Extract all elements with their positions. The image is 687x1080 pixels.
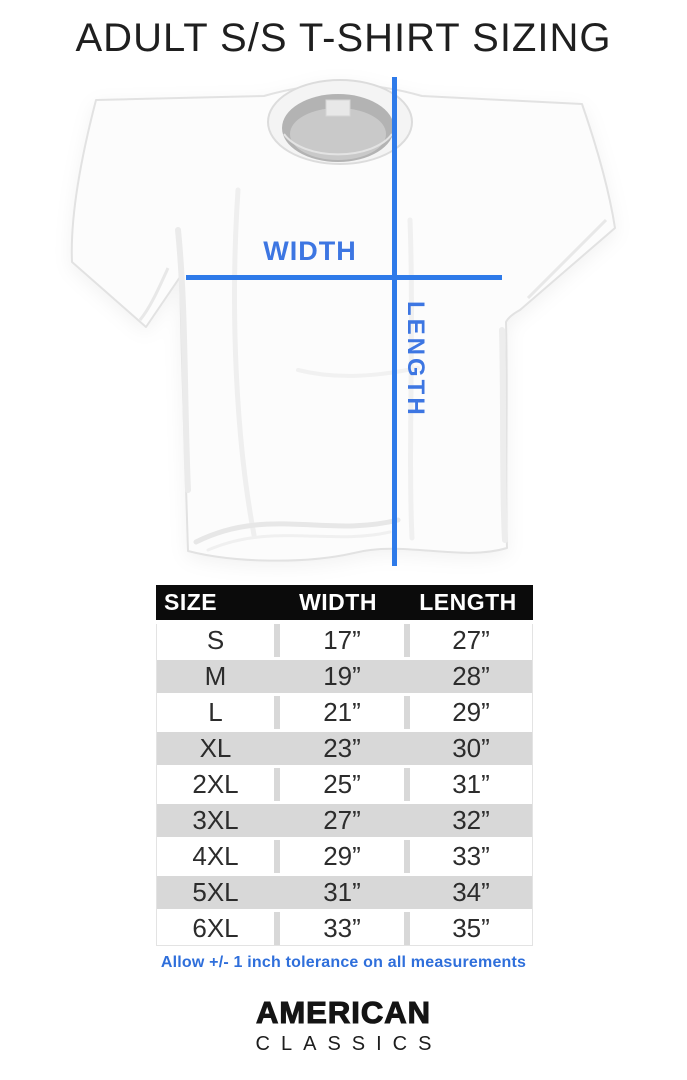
cell-size: 3XL (157, 804, 274, 837)
table-row: 6XL 33” 35” (157, 912, 532, 945)
cell-size: 2XL (157, 768, 274, 801)
cell-width: 19” (280, 660, 404, 693)
tshirt-graphic (70, 79, 616, 562)
cell-length: 34” (410, 876, 532, 909)
length-measure-line (392, 77, 397, 566)
cell-width: 31” (280, 876, 404, 909)
table-row: L 21” 29” (157, 696, 532, 729)
table-row: S 17” 27” (157, 624, 532, 657)
cell-width: 17” (280, 624, 404, 657)
cell-length: 31” (410, 768, 532, 801)
cell-size: L (157, 696, 274, 729)
length-label: LENGTH (402, 301, 429, 418)
table-row: 4XL 29” 33” (157, 840, 532, 873)
table-row: XL 23” 30” (157, 732, 532, 765)
column-header-length: LENGTH (419, 589, 517, 615)
brand-logo: AMERICAN CLASSICS (0, 994, 687, 1056)
cell-size: 4XL (157, 840, 274, 873)
table-row: 2XL 25” 31” (157, 768, 532, 801)
size-chart-table: SIZE WIDTH LENGTH S 17” 27” M 19” 28” L … (156, 585, 533, 946)
table-header-row: SIZE WIDTH LENGTH (156, 585, 533, 620)
cell-length: 28” (410, 660, 532, 693)
cell-width: 21” (280, 696, 404, 729)
cell-length: 33” (410, 840, 532, 873)
cell-length: 30” (410, 732, 532, 765)
cell-size: M (157, 660, 274, 693)
width-label: WIDTH (263, 236, 357, 266)
cell-width: 33” (280, 912, 404, 945)
table-row: 3XL 27” 32” (157, 804, 532, 837)
column-header-width: WIDTH (299, 589, 377, 615)
cell-size: XL (157, 732, 274, 765)
cell-length: 29” (410, 696, 532, 729)
cell-width: 23” (280, 732, 404, 765)
cell-width: 29” (280, 840, 404, 873)
cell-size: 6XL (157, 912, 274, 945)
cell-size: 5XL (157, 876, 274, 909)
width-measure-line (186, 275, 502, 280)
table-row: M 19” 28” (157, 660, 532, 693)
cell-length: 32” (410, 804, 532, 837)
cell-length: 35” (410, 912, 532, 945)
tolerance-note: Allow +/- 1 inch tolerance on all measur… (160, 954, 527, 971)
cell-length: 27” (410, 624, 532, 657)
page-title: ADULT S/S T-SHIRT SIZING (75, 16, 612, 60)
cell-width: 27” (280, 804, 404, 837)
brand-line2: CLASSICS (255, 1033, 443, 1055)
brand-line1: AMERICAN (255, 994, 432, 1030)
tshirt-diagram: WIDTH LENGTH (70, 77, 616, 566)
table-body: S 17” 27” M 19” 28” L 21” 29” XL 23” 30”… (156, 624, 533, 946)
table-row: 5XL 31” 34” (157, 876, 532, 909)
cell-size: S (157, 624, 274, 657)
column-header-size: SIZE (164, 589, 218, 615)
cell-width: 25” (280, 768, 404, 801)
